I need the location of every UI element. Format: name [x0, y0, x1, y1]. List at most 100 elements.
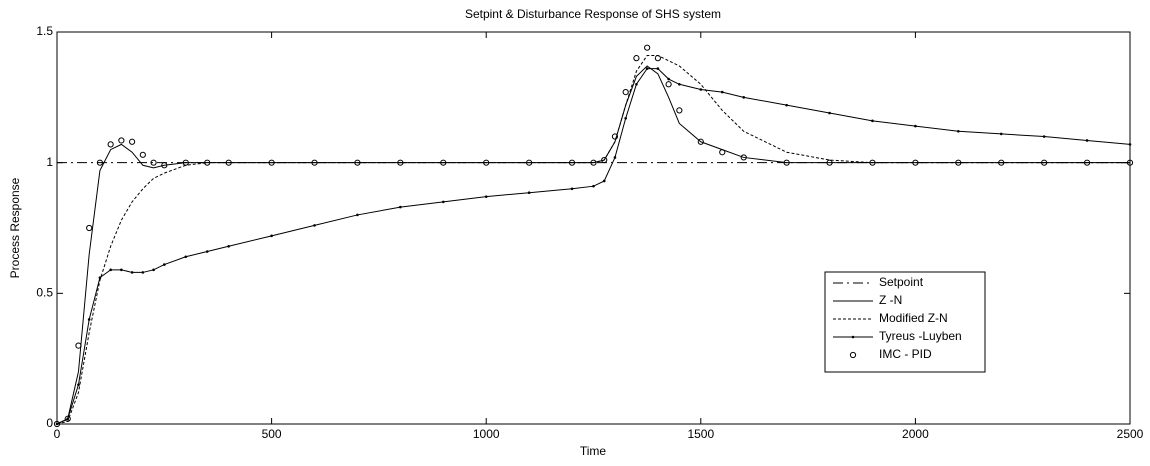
point-marker: [676, 107, 683, 114]
point-marker: [397, 159, 404, 166]
point-marker: [184, 255, 188, 259]
point-marker: [53, 420, 61, 428]
point-marker: [163, 263, 166, 266]
point-marker: [484, 195, 488, 198]
point-marker: [720, 90, 724, 94]
point-marker: [645, 67, 649, 70]
point-marker: [64, 415, 71, 422]
point-marker: [602, 179, 606, 183]
point-marker: [150, 159, 157, 166]
point-marker: [270, 234, 273, 238]
point-marker: [851, 335, 855, 339]
point-marker: [633, 55, 640, 62]
point-marker: [644, 44, 651, 51]
legend-label: Tyreus -Luyben: [879, 329, 962, 343]
point-marker: [699, 88, 703, 91]
point-marker: [849, 351, 857, 359]
point-marker: [785, 103, 788, 107]
point-marker: [204, 159, 211, 166]
point-marker: [999, 132, 1003, 136]
point-marker: [354, 159, 361, 166]
point-marker: [205, 250, 209, 253]
point-marker: [313, 224, 316, 227]
point-marker: [955, 159, 962, 166]
point-marker: [665, 81, 672, 88]
point-marker: [912, 159, 919, 166]
point-marker: [55, 422, 59, 426]
point-marker: [130, 271, 134, 274]
point-marker: [441, 200, 445, 204]
point-marker: [1128, 143, 1132, 146]
point-marker: [182, 159, 189, 166]
point-marker: [697, 138, 704, 145]
point-marker: [483, 159, 490, 166]
point-marker: [96, 159, 104, 166]
point-marker: [622, 89, 629, 96]
point-marker: [87, 318, 91, 321]
y-axis-label: Process Response: [8, 177, 22, 278]
point-marker: [107, 141, 114, 148]
point-marker: [656, 67, 660, 70]
point-marker: [440, 159, 447, 166]
point-marker: [1083, 159, 1091, 166]
point-marker: [742, 96, 746, 99]
point-marker: [526, 159, 533, 166]
point-marker: [570, 187, 574, 191]
point-marker: [592, 184, 595, 188]
point-marker: [268, 159, 275, 166]
point-marker: [678, 82, 681, 86]
point-marker: [611, 133, 619, 140]
point-marker: [719, 149, 726, 156]
point-marker: [635, 82, 638, 86]
point-marker: [1126, 159, 1134, 166]
y-tick-label: 0: [46, 416, 53, 430]
x-tick-label: 2500: [1117, 427, 1144, 441]
point-marker: [1041, 159, 1048, 166]
point-marker: [914, 124, 917, 128]
point-marker: [998, 159, 1005, 166]
x-tick-label: 0: [54, 427, 61, 441]
point-marker: [783, 159, 790, 166]
point-marker: [75, 342, 82, 349]
series-line: [56, 65, 1130, 425]
x-tick-label: 2000: [902, 427, 929, 441]
point-marker: [871, 119, 874, 123]
point-marker: [527, 191, 531, 195]
point-marker: [120, 268, 123, 272]
y-tick-label: 1: [46, 155, 53, 169]
point-marker: [1042, 135, 1046, 138]
point-marker: [161, 162, 168, 169]
point-marker: [118, 137, 125, 144]
legend-label: Setpoint: [879, 275, 924, 289]
point-marker: [826, 159, 833, 166]
point-marker: [139, 151, 146, 158]
point-marker: [227, 244, 230, 248]
x-tick-label: 1500: [687, 427, 714, 441]
point-marker: [399, 205, 402, 209]
point-marker: [590, 159, 597, 166]
x-tick-label: 1000: [473, 427, 500, 441]
point-marker: [311, 159, 318, 166]
point-marker: [109, 268, 112, 272]
point-marker: [654, 55, 661, 62]
plot-frame: [56, 31, 1131, 425]
point-marker: [869, 159, 876, 166]
y-tick-label: 1.5: [36, 24, 53, 38]
point-marker: [1085, 139, 1089, 142]
point-marker: [601, 156, 608, 164]
point-marker: [98, 276, 102, 279]
legend-label: Modified Z-N: [879, 311, 948, 325]
point-marker: [77, 383, 80, 387]
point-marker: [356, 213, 359, 217]
point-marker: [225, 159, 232, 166]
x-tick-label: 500: [262, 427, 282, 441]
point-marker: [568, 159, 576, 166]
point-marker: [624, 116, 627, 120]
y-tick-label: 0.5: [36, 286, 53, 300]
point-marker: [66, 417, 70, 421]
point-marker: [957, 130, 960, 133]
point-marker: [141, 271, 145, 274]
legend-label: IMC - PID: [879, 347, 932, 361]
